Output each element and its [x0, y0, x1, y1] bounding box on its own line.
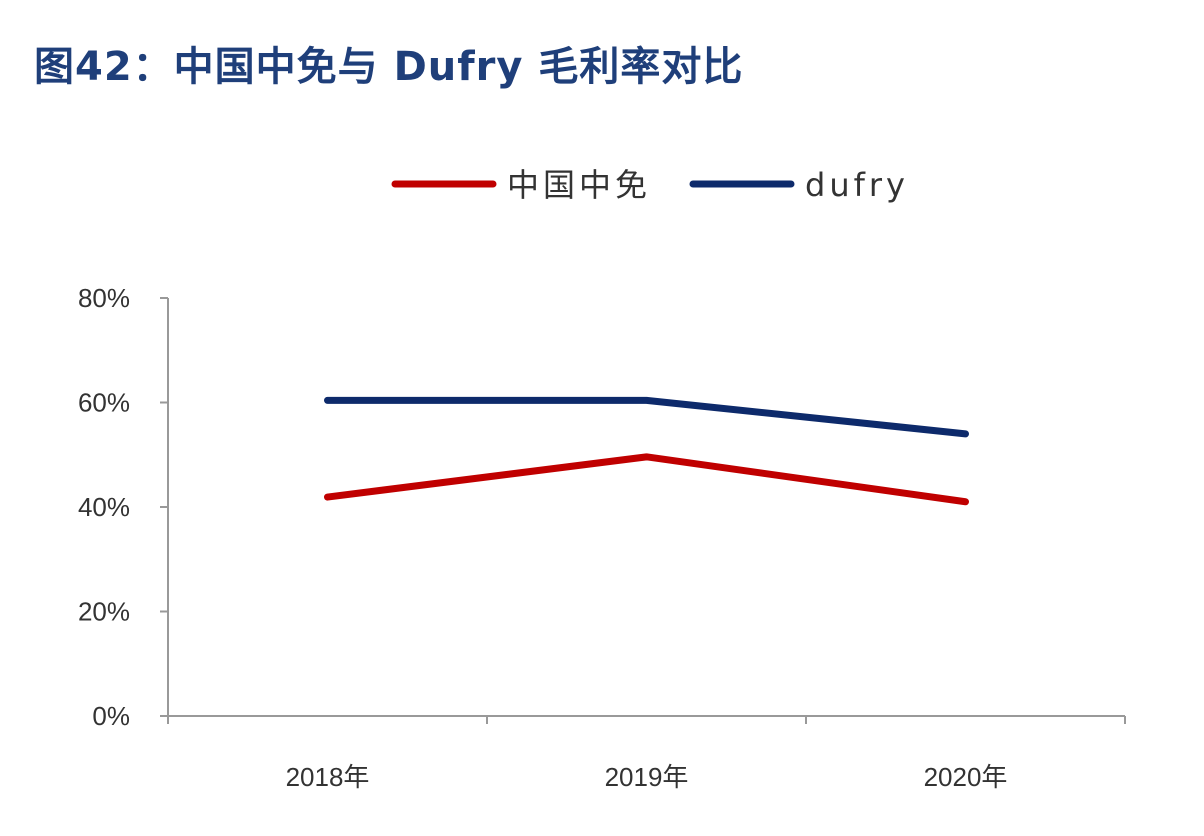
series-line-中国中免 [324, 453, 969, 506]
legend-label: 中国中免 [507, 166, 651, 204]
x-tick-label: 2019年 [605, 762, 689, 792]
x-tick-label: 2018年 [286, 762, 370, 792]
chart-title: 图42：中国中免与 Dufry 毛利率对比 [34, 44, 744, 90]
series-line-dufry [324, 396, 969, 438]
y-tick-label: 60% [78, 388, 130, 418]
y-tick-label: 0% [92, 701, 130, 731]
y-tick-label: 20% [78, 597, 130, 627]
y-tick-label: 40% [78, 492, 130, 522]
legend-label: dufry [805, 166, 909, 204]
x-tick-label: 2020年 [924, 762, 1008, 792]
y-tick-label: 80% [78, 283, 130, 313]
